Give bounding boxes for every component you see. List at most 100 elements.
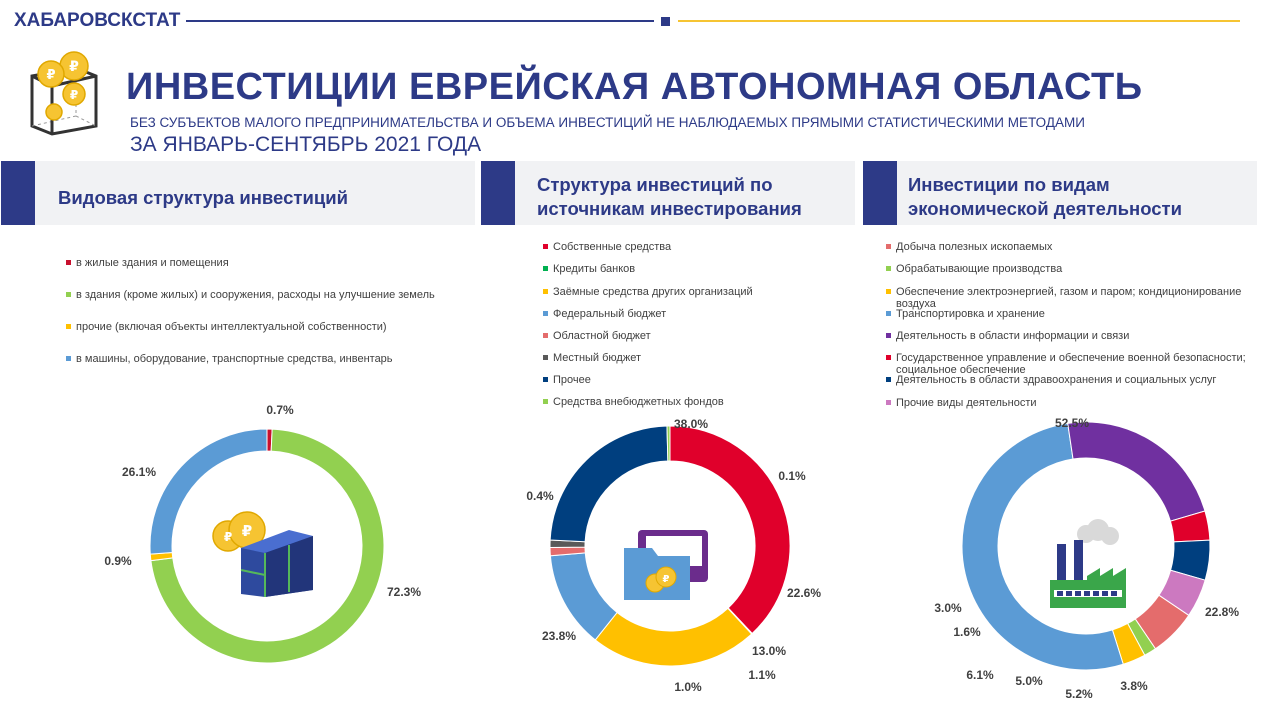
legend-label: Деятельность в области здравоохранения и…: [896, 374, 1217, 386]
legend-swatch: [543, 377, 548, 382]
page-subtitle: БЕЗ СУБЪЕКТОВ МАЛОГО ПРЕДПРИНИМАТЕЛЬСТВА…: [130, 115, 1085, 130]
svg-text:₽: ₽: [663, 574, 670, 585]
legend-swatch: [543, 244, 548, 249]
section-accent-2: [481, 161, 515, 225]
legend-label: Добыча полезных ископаемых: [896, 241, 1053, 253]
legend-item: Собственные средства: [543, 241, 853, 267]
donut-funding-sources: [549, 425, 791, 667]
legend-swatch: [543, 289, 548, 294]
legend-swatch: [543, 266, 548, 271]
donut-slice: [149, 428, 268, 555]
legend-label: Областной бюджет: [553, 330, 651, 342]
folder-with-coins-icon: ₽: [624, 530, 708, 600]
legend-label: Транспортировка и хранение: [896, 308, 1045, 320]
legend-swatch: [886, 400, 891, 405]
legend-item: Прочие виды деятельности: [886, 397, 1271, 423]
legend-item: в жилые здания и помещения: [66, 257, 466, 283]
legend-swatch: [543, 333, 548, 338]
legend-item: Государственное управление и обеспечение…: [886, 352, 1271, 378]
legend-label: Обеспечение электроэнергией, газом и пар…: [896, 286, 1242, 310]
slice-percent-label: 6.1%: [966, 668, 994, 682]
header-rule-square: [661, 17, 670, 26]
brand-name: ХАБАРОВСКСТАТ: [14, 10, 181, 31]
legend-label: в машины, оборудование, транспортные сре…: [76, 353, 393, 365]
legend-item: Добыча полезных ископаемых: [886, 241, 1271, 267]
legend-swatch: [886, 333, 891, 338]
chart-title-economic-activities: Инвестиции по видам экономической деятел…: [908, 174, 1182, 219]
legend-item: Прочее: [543, 374, 853, 400]
svg-text:₽: ₽: [242, 522, 252, 540]
slice-percent-label: 1.1%: [748, 668, 776, 682]
legend-item: Кредиты банков: [543, 263, 853, 289]
legend-item: Деятельность в области информации и связ…: [886, 330, 1271, 356]
slice-percent-label: 1.6%: [953, 625, 981, 639]
header-rule-right: [678, 20, 1240, 22]
legend-label: в жилые здания и помещения: [76, 257, 229, 269]
section-header-bg-1: [35, 161, 475, 225]
legend-label: Деятельность в области информации и связ…: [896, 330, 1130, 342]
legend-item: Транспортировка и хранение: [886, 308, 1271, 334]
svg-text:₽: ₽: [70, 88, 78, 102]
coins-box-logo-icon: ₽ ₽ ₽: [30, 51, 98, 136]
legend-label: Собственные средства: [553, 241, 672, 253]
legend-item: Заёмные средства других организаций: [543, 286, 853, 312]
donut-slice: [594, 607, 753, 667]
legend-label: Местный бюджет: [553, 352, 641, 364]
legend-item: прочие (включая объекты интеллектуальной…: [66, 321, 466, 347]
svg-text:₽: ₽: [69, 59, 79, 75]
chart-title-investment-types: Видовая структура инвестиций: [58, 187, 348, 208]
donut-slice: [669, 425, 791, 635]
donut-investment-types: [149, 428, 385, 664]
legend-item: Средства внебюджетных фондов: [543, 396, 853, 422]
slice-percent-label: 23.8%: [541, 629, 577, 643]
slice-percent-label: 5.2%: [1065, 687, 1093, 701]
slice-percent-label: 0.7%: [266, 403, 294, 417]
donut-slice: [666, 425, 671, 462]
chart-title-funding-sources: Структура инвестиций по источникам инвес…: [537, 174, 802, 219]
slice-percent-label: 22.6%: [786, 586, 822, 600]
legend-item: в машины, оборудование, транспортные сре…: [66, 353, 466, 379]
legend-swatch: [543, 311, 548, 316]
legend-label: Кредиты банков: [553, 263, 636, 275]
slice-percent-label: 26.1%: [121, 465, 157, 479]
slice-percent-label: 5.0%: [1015, 674, 1043, 688]
legend-label: Заёмные средства других организаций: [553, 286, 753, 298]
legend-swatch: [66, 260, 71, 265]
slice-percent-label: 52.5%: [1054, 416, 1090, 430]
legend-label: прочие (включая объекты интеллектуальной…: [76, 321, 387, 333]
slice-percent-label: 0.1%: [778, 469, 806, 483]
legend-label: Средства внебюджетных фондов: [553, 396, 724, 408]
slice-percent-label: 38.0%: [673, 417, 709, 431]
legend-item: Обеспечение электроэнергией, газом и пар…: [886, 286, 1271, 312]
section-header-bg-2: [515, 161, 855, 225]
donut-slice: [549, 425, 669, 543]
legend-label: в здания (кроме жилых) и сооружения, рас…: [76, 289, 435, 301]
legend-swatch: [66, 356, 71, 361]
factory-icon: [1050, 519, 1126, 608]
legend-label: Федеральный бюджет: [553, 308, 667, 320]
legend-swatch: [886, 355, 891, 360]
legend-item: Обрабатывающие производства: [886, 263, 1271, 289]
slice-percent-label: 0.4%: [526, 489, 554, 503]
legend-swatch: [66, 324, 71, 329]
legend-swatch: [886, 289, 891, 294]
legend-item: Областной бюджет: [543, 330, 853, 356]
donut-slice: [961, 422, 1124, 671]
legend-item: в здания (кроме жилых) и сооружения, рас…: [66, 289, 466, 315]
legend-label: Прочее: [553, 374, 591, 386]
donut-slice: [1067, 421, 1206, 522]
legend-label: Государственное управление и обеспечение…: [896, 352, 1246, 376]
legend-label: Обрабатывающие производства: [896, 263, 1063, 275]
legend-swatch: [543, 355, 548, 360]
legend-swatch: [543, 399, 548, 404]
slice-percent-label: 0.9%: [104, 554, 132, 568]
legend-item: Деятельность в области здравоохранения и…: [886, 374, 1271, 400]
legend-swatch: [886, 266, 891, 271]
slice-percent-label: 3.0%: [934, 601, 962, 615]
box-with-coins-icon: ₽ ₽: [212, 511, 313, 597]
donut-slice: [1158, 569, 1206, 617]
report-period: ЗА ЯНВАРЬ-СЕНТЯБРЬ 2021 ГОДА: [130, 133, 482, 156]
svg-text:₽: ₽: [46, 68, 55, 83]
legend-swatch: [886, 377, 891, 382]
